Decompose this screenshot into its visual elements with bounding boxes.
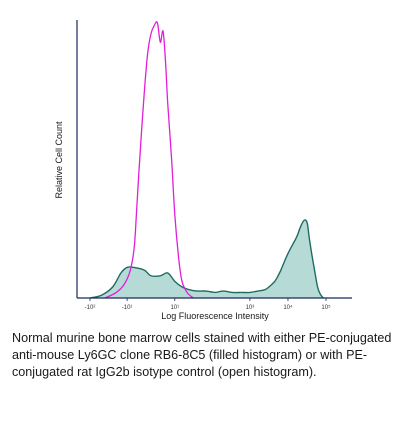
open-histogram-line bbox=[104, 21, 194, 299]
filled-histogram-area bbox=[90, 220, 324, 298]
plot-area bbox=[89, 21, 324, 299]
x-tick-label: -10¹ bbox=[122, 305, 133, 311]
x-axis-label: Log Fluorescence Intensity bbox=[161, 311, 269, 321]
x-tick-label: 10⁵ bbox=[321, 304, 331, 311]
filled-histogram-line bbox=[89, 219, 324, 299]
x-tick-label: 10¹ bbox=[170, 305, 179, 311]
figure-caption: Normal murine bone marrow cells stained … bbox=[12, 331, 392, 379]
x-tick-label: -10² bbox=[85, 305, 96, 311]
x-tick-label: 10⁴ bbox=[283, 304, 293, 311]
y-axis-label: Relative Cell Count bbox=[54, 121, 64, 199]
flow-cytometry-histogram: -10² -10¹ 10¹ 10³ 10⁴ 10⁵ Log Fluorescence In… bbox=[54, 20, 352, 321]
x-tick-label: 10³ bbox=[246, 305, 255, 311]
x-axis-ticks: -10² -10¹ 10¹ 10³ 10⁴ 10⁵ bbox=[85, 298, 331, 311]
